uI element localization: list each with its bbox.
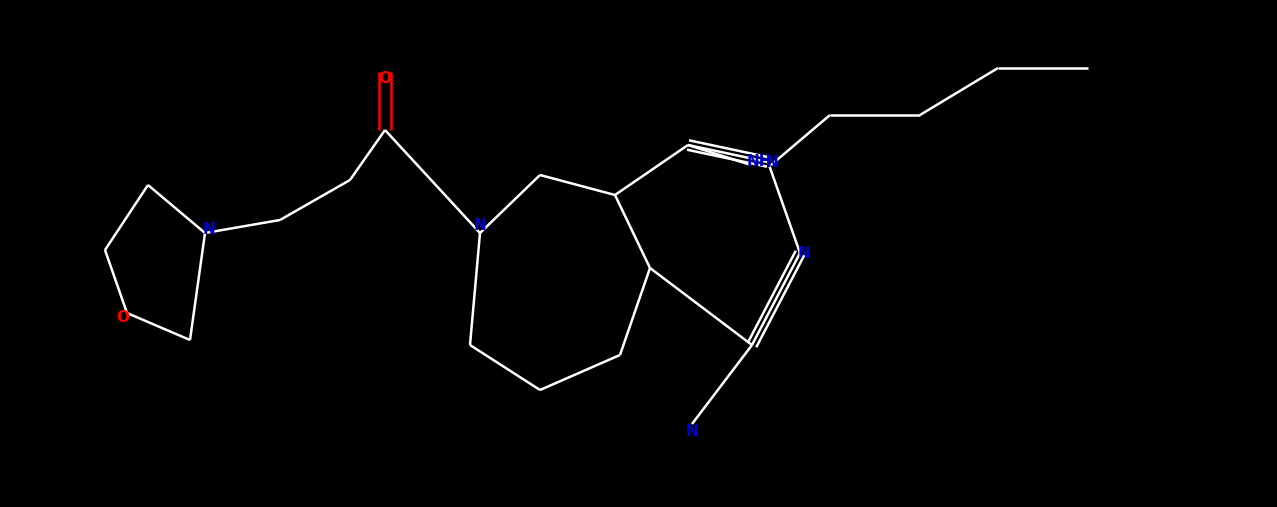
Text: N: N [686,424,699,440]
Text: O: O [378,70,392,86]
Text: N: N [203,222,216,236]
Text: N: N [798,245,811,261]
Text: O: O [116,309,129,324]
Text: NH: NH [746,154,771,168]
Text: N: N [766,155,779,169]
Text: N: N [474,218,487,233]
